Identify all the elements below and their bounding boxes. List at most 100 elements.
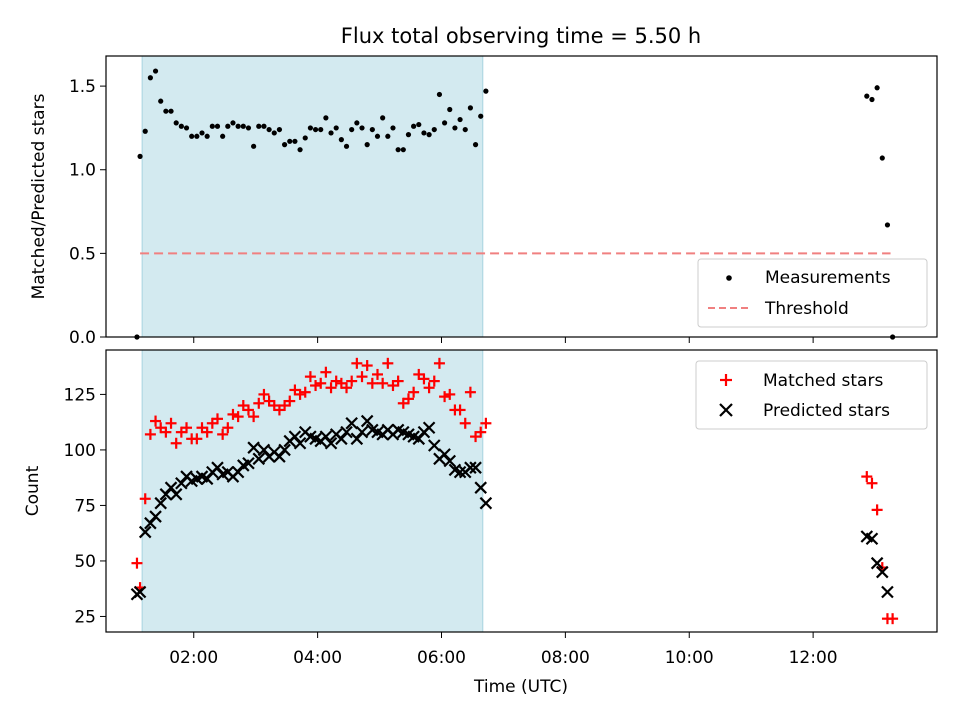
predicted-x-b bbox=[860, 530, 874, 543]
measurement-point bbox=[245, 125, 252, 131]
measurement-point bbox=[235, 123, 241, 129]
predicted-star-point bbox=[360, 414, 374, 428]
measurement-point bbox=[380, 115, 386, 121]
matched-star-point bbox=[139, 493, 151, 505]
measurement-point bbox=[297, 147, 303, 153]
predicted-star-point bbox=[865, 532, 879, 546]
matched-star-point bbox=[402, 393, 414, 405]
measurement-point bbox=[256, 123, 262, 129]
measurement-point bbox=[142, 128, 148, 134]
predicted-x-b bbox=[360, 414, 374, 428]
predicted-x-b bbox=[304, 430, 317, 443]
top-axes-frame bbox=[105, 55, 938, 338]
predicted-star-point bbox=[464, 461, 477, 474]
predicted-star-point bbox=[474, 481, 488, 494]
top-y-tick-label: 1.0 bbox=[69, 161, 96, 181]
matched-star-point bbox=[144, 428, 156, 440]
predicted-x-b bbox=[345, 416, 358, 430]
predicted-x-b bbox=[443, 454, 457, 468]
measurement-point bbox=[281, 142, 288, 148]
predicted-x-b bbox=[340, 425, 353, 439]
predicted-x-b bbox=[319, 430, 333, 443]
predicted-x-b bbox=[474, 481, 488, 494]
matched-star-point bbox=[433, 357, 445, 369]
matched-star-point bbox=[428, 375, 440, 387]
predicted-x-b bbox=[164, 481, 178, 494]
bottom-panel: 25 50 75 100 125 02:00 04:00 06:00 08:00 10:00 12… bbox=[23, 349, 938, 697]
matched-star-point bbox=[475, 426, 487, 438]
matched-star-point bbox=[304, 371, 316, 383]
measurement-point bbox=[369, 126, 375, 133]
measurement-point bbox=[292, 138, 298, 144]
matched-star-point bbox=[131, 557, 143, 569]
measurement-point bbox=[173, 120, 179, 126]
matched-star-point bbox=[330, 375, 342, 387]
predicted-star-point bbox=[133, 585, 147, 599]
measurement-point bbox=[338, 137, 344, 143]
predicted-star-point bbox=[355, 425, 369, 439]
matched-star-point bbox=[222, 422, 234, 434]
bottom-y-tick-label: 125 bbox=[64, 385, 96, 405]
measurement-point bbox=[323, 115, 329, 121]
predicted-star-point bbox=[443, 454, 457, 468]
measurement-point bbox=[302, 135, 308, 141]
predicted-x-b bbox=[195, 470, 209, 483]
predicted-star-point bbox=[252, 452, 266, 466]
matched-star-point bbox=[871, 504, 883, 516]
matched-star-point bbox=[150, 415, 162, 427]
predicted-x-b bbox=[324, 436, 338, 450]
predicted-x-b bbox=[355, 425, 369, 439]
matched-star-point bbox=[201, 426, 213, 438]
measurement-point bbox=[436, 91, 443, 98]
matched-star-point bbox=[423, 382, 435, 394]
legend-matched-marker bbox=[720, 374, 732, 386]
matched-star-point bbox=[211, 413, 223, 425]
matched-star-point bbox=[160, 426, 172, 438]
predicted-x-b bbox=[247, 441, 260, 454]
predicted-star-point bbox=[427, 439, 441, 452]
measurement-point bbox=[447, 106, 453, 113]
matched-star-point bbox=[408, 386, 420, 398]
measurement-point bbox=[349, 126, 355, 133]
predicted-star-point bbox=[242, 456, 255, 470]
matched-star-point bbox=[480, 417, 492, 429]
predicted-x-b bbox=[149, 510, 162, 523]
measurement-point bbox=[421, 130, 427, 136]
predicted-star-point bbox=[169, 488, 183, 501]
top-panel: 0.0 0.5 1.0 1.5 Matched/Predicted stars Mea… bbox=[29, 55, 938, 348]
predicted-x-b bbox=[469, 461, 482, 474]
measurement-point bbox=[416, 121, 422, 128]
legend-predicted-marker bbox=[719, 403, 733, 417]
predicted-x-b bbox=[479, 496, 493, 510]
predicted-x-b bbox=[464, 461, 477, 474]
measurement-point bbox=[472, 142, 479, 148]
predicted-star-point bbox=[138, 525, 152, 539]
measurement-point bbox=[209, 123, 215, 129]
matched-star-point bbox=[392, 375, 404, 387]
measurement-point bbox=[163, 108, 169, 114]
predicted-x-b bbox=[242, 456, 255, 470]
matched-star-point bbox=[351, 357, 363, 369]
matched-star-point bbox=[377, 377, 389, 389]
matched-star-point bbox=[253, 397, 265, 409]
matched-star-point bbox=[232, 411, 244, 423]
legend-threshold-label: Threshold bbox=[764, 299, 849, 319]
predicted-x-b bbox=[438, 448, 451, 461]
predicted-star-point bbox=[453, 465, 467, 479]
matched-star-point bbox=[454, 404, 466, 416]
matched-star-point bbox=[341, 382, 353, 394]
measurement-point bbox=[220, 133, 226, 139]
predicted-x-b bbox=[309, 432, 322, 446]
predicted-star-point bbox=[345, 416, 358, 430]
top-legend: Measurements Threshold bbox=[697, 258, 928, 328]
top-y-axis-label: Matched/Predicted stars bbox=[29, 93, 49, 299]
measurement-point bbox=[261, 123, 267, 129]
measurement-point bbox=[266, 126, 272, 133]
predicted-x-b bbox=[402, 428, 415, 441]
predicted-star-point bbox=[340, 425, 353, 439]
matched-star-point bbox=[227, 408, 239, 420]
predicted-star-point bbox=[422, 421, 436, 434]
top-observing-span bbox=[141, 55, 484, 338]
matched-star-point bbox=[439, 391, 451, 403]
